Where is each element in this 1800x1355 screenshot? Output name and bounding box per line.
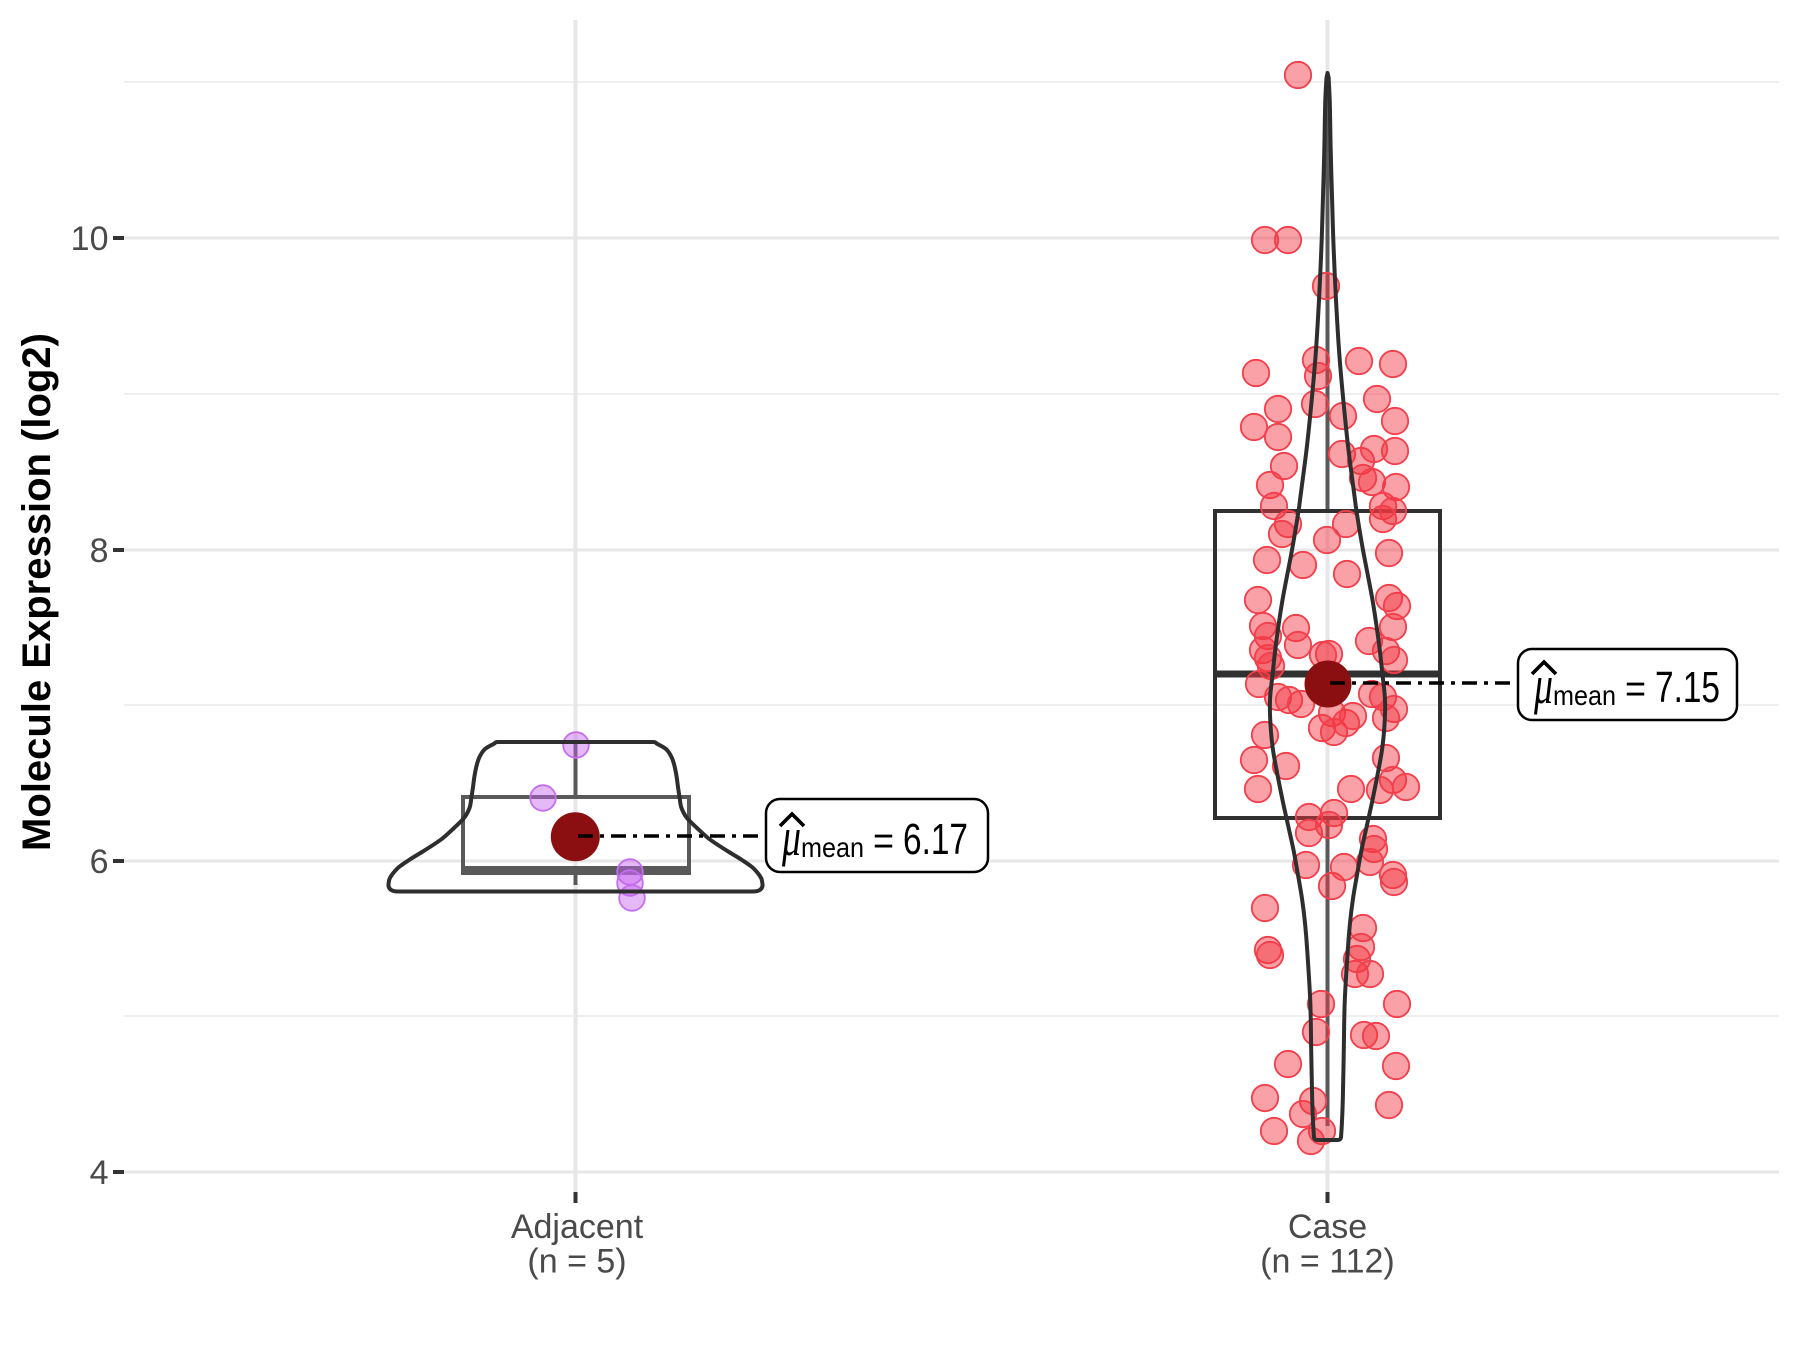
- svg-text:μ: μ: [1533, 655, 1553, 715]
- svg-text:=: =: [1625, 667, 1646, 711]
- svg-text:Adjacent: Adjacent: [511, 1208, 644, 1246]
- svg-text:6: 6: [90, 843, 109, 881]
- svg-text:(n = 5): (n = 5): [527, 1243, 626, 1281]
- svg-text:(n = 112): (n = 112): [1260, 1243, 1395, 1281]
- svg-text:7.15: 7.15: [1655, 663, 1720, 712]
- svg-text:Molecule Expression (log2): Molecule Expression (log2): [15, 333, 59, 851]
- svg-text:=: =: [873, 819, 894, 863]
- svg-text:4: 4: [90, 1154, 109, 1192]
- svg-text:10: 10: [71, 220, 109, 258]
- svg-text:Case: Case: [1288, 1208, 1367, 1246]
- svg-text:6.17: 6.17: [903, 815, 968, 864]
- svg-text:mean: mean: [1553, 680, 1616, 711]
- svg-text:8: 8: [90, 532, 109, 570]
- svg-text:mean: mean: [801, 832, 864, 863]
- svg-text:μ: μ: [781, 807, 801, 867]
